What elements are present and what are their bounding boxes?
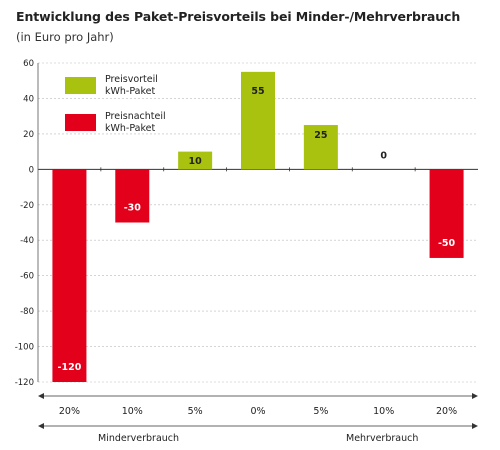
value-labels: -120 -30 10 55 25 0 -50 [58, 86, 456, 373]
y-tick-label: -120 [15, 378, 34, 388]
value-label: -120 [58, 362, 82, 373]
group-arrow-right [472, 423, 478, 429]
legend: PreisvorteilkWh-PaketPreisnachteilkWh-Pa… [65, 74, 166, 134]
value-label: -50 [438, 238, 456, 249]
bars [52, 71, 464, 382]
bar [52, 169, 87, 382]
y-tick-label: -40 [20, 236, 34, 246]
value-label: 25 [314, 130, 327, 141]
y-tick-label: -80 [20, 307, 34, 317]
legend-label-line1: Preisnachteil [105, 111, 166, 122]
x-axis-arrow-right [472, 393, 478, 399]
legend-swatch [65, 77, 96, 94]
chart-subtitle: (in Euro pro Jahr) [16, 30, 114, 44]
bar [303, 125, 338, 170]
x-tick-label: 20% [59, 406, 80, 417]
bar [429, 169, 464, 258]
bar [115, 169, 150, 223]
y-tick-label: -20 [20, 201, 34, 211]
value-label: 0 [380, 150, 387, 161]
legend-label-line1: Preisvorteil [105, 74, 158, 85]
x-tick-label: 10% [122, 406, 143, 417]
group-label-right: Mehrverbrauch [346, 433, 418, 444]
y-tick-label: 60 [23, 59, 34, 69]
bar [241, 71, 275, 170]
y-tick-label: 0 [29, 165, 34, 175]
group-arrow-left [38, 423, 44, 429]
value-label: -30 [124, 203, 142, 214]
y-tick-label: 20 [23, 130, 34, 140]
y-tick-label: -60 [20, 272, 34, 282]
x-tick-label: 0% [250, 406, 265, 417]
legend-label-line2: kWh-Paket [105, 86, 155, 97]
group-label-left: Minderverbrauch [98, 433, 179, 444]
chart-title: Entwicklung des Paket-Preisvorteils bei … [16, 9, 461, 24]
y-tick-label: 40 [23, 94, 34, 104]
x-axis: 20% 10% 5% 0% 5% 10% 20% Minderverbrauch Mehrver… [38, 393, 478, 444]
value-label: 10 [189, 156, 203, 167]
y-axis-ticks: 60 40 20 0 -20 -40 -60 -80 -100 -120 [15, 59, 34, 388]
x-tick-label: 10% [373, 406, 394, 417]
x-axis-arrow-left [38, 393, 44, 399]
x-tick-label: 5% [313, 406, 328, 417]
x-tick-label: 5% [188, 406, 203, 417]
y-tick-label: -100 [15, 343, 34, 353]
legend-label-line2: kWh-Paket [105, 123, 155, 134]
legend-swatch [65, 114, 96, 131]
x-tick-label: 20% [436, 406, 457, 417]
bar [178, 151, 213, 170]
value-label: 55 [251, 86, 264, 97]
